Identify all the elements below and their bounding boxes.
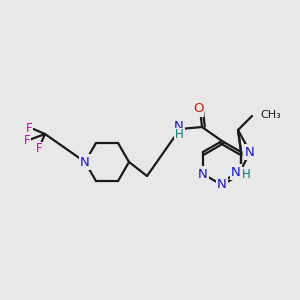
Text: F: F — [36, 142, 42, 155]
Text: O: O — [193, 103, 203, 116]
Text: F: F — [26, 122, 32, 134]
Text: N: N — [231, 166, 241, 178]
Text: CH₃: CH₃ — [260, 110, 281, 120]
Text: N: N — [217, 178, 227, 191]
Text: N: N — [245, 146, 255, 158]
Text: N: N — [198, 167, 208, 181]
Text: N: N — [174, 119, 184, 133]
Text: H: H — [175, 128, 183, 142]
Text: N: N — [80, 155, 90, 169]
Text: H: H — [242, 167, 250, 181]
Text: F: F — [24, 134, 30, 146]
